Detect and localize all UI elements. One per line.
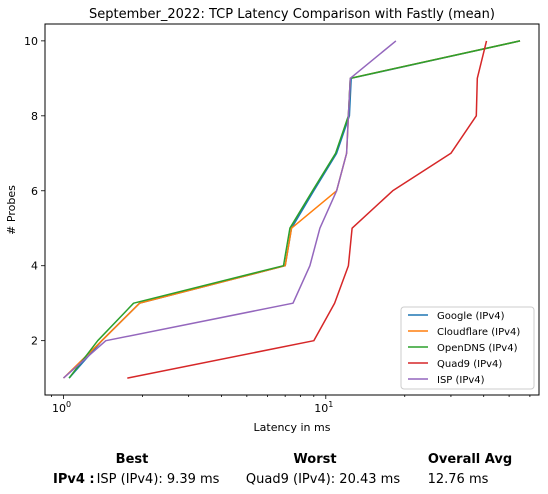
y-tick-label: 2 [31,335,38,348]
worst-value: Quad9 (IPv4): 20.43 ms [245,472,401,487]
series-line-5 [63,40,397,379]
ipv4-row-label: IPv4 : [53,472,95,487]
y-tick-label: 6 [31,185,38,198]
x-tick-label: 101 [314,400,333,415]
summary-panel: Best Worst Overall Avg IPv4 : ISP (IPv4)… [0,448,548,494]
series-line-4 [127,40,488,379]
plot-area [44,23,540,396]
legend-label: OpenDNS (IPv4) [437,343,518,354]
x-axis-label: Latency in ms [254,421,331,434]
overall-header: Overall Avg [427,452,513,467]
legend-label: Cloudflare (IPv4) [437,327,520,338]
worst-header: Worst [293,452,337,467]
y-axis-label: # Probes [5,185,18,235]
latency-chart: September_2022: TCP Latency Comparison w… [5,7,540,434]
series-layer [62,40,521,379]
best-value: ISP (IPv4): 9.39 ms [96,472,220,487]
legend-label: Google (IPv4) [437,311,505,322]
x-tick-label: 100 [52,400,71,415]
chart-title: September_2022: TCP Latency Comparison w… [89,7,495,22]
legend-box [400,306,535,390]
y-tick-label: 4 [31,260,38,273]
y-tick-label: 10 [24,35,38,48]
legend: Google (IPv4) Cloudflare (IPv4) OpenDNS (I… [400,306,535,390]
overall-value: 12.76 ms [427,472,489,487]
best-header: Best [115,452,149,467]
legend-label: ISP (IPv4) [437,375,485,386]
legend-label: Quad9 (IPv4) [437,359,502,370]
axes-layer: 100 101 2 4 6 8 10 [24,35,531,415]
y-tick-label: 8 [31,110,38,123]
